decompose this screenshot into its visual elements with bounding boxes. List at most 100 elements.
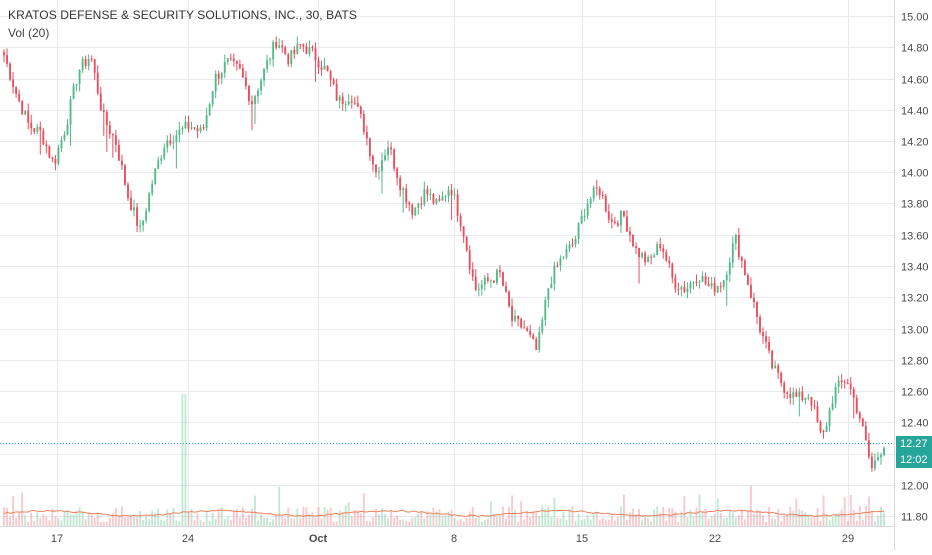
candle-body xyxy=(653,255,656,258)
candle-body xyxy=(626,216,628,232)
candle-body xyxy=(692,281,695,284)
volume-bar xyxy=(199,520,202,526)
volume-bar xyxy=(880,506,882,526)
candle-body xyxy=(598,188,601,195)
volume-bar xyxy=(662,507,665,526)
volume-bar xyxy=(57,517,60,526)
volume-bar xyxy=(798,509,801,526)
volume-bar xyxy=(553,497,556,526)
volume-bar xyxy=(166,509,169,526)
candle-body xyxy=(111,133,114,136)
candle-body xyxy=(828,409,831,426)
candle-body xyxy=(740,257,743,261)
candle-body xyxy=(145,211,148,221)
candle-body xyxy=(278,45,281,48)
candle-body xyxy=(163,147,166,159)
candle-body xyxy=(329,71,332,80)
candle-body xyxy=(411,204,414,216)
volume-bar xyxy=(635,514,637,526)
volume-bar xyxy=(577,513,580,526)
candle-body xyxy=(114,135,117,145)
volume-bar xyxy=(837,512,840,526)
candle-body xyxy=(877,457,879,461)
candle-body xyxy=(353,102,356,104)
volume-bar xyxy=(586,515,589,526)
volume-bar xyxy=(275,514,278,526)
candle-body xyxy=(248,86,250,102)
volume-bar xyxy=(229,519,232,526)
volume-bar xyxy=(468,511,471,526)
candle-body xyxy=(861,418,864,426)
candles xyxy=(3,36,885,472)
candle-body xyxy=(632,234,634,247)
candle-body xyxy=(583,215,586,217)
volume-bar xyxy=(571,506,574,526)
volume-bar xyxy=(508,507,510,526)
volume-bar xyxy=(574,520,577,526)
candle-body xyxy=(405,188,408,203)
volume-bar xyxy=(813,517,816,526)
candle-body xyxy=(178,129,181,136)
volume-bar xyxy=(178,521,181,526)
candle-body xyxy=(447,189,450,197)
candle-body xyxy=(217,73,220,79)
candle-body xyxy=(756,302,758,318)
candle-body xyxy=(108,125,111,134)
volume-bar xyxy=(492,513,495,526)
candle-body xyxy=(51,157,54,160)
candle-body xyxy=(332,79,335,85)
candle-body xyxy=(387,147,389,156)
candle-body xyxy=(232,58,235,62)
volume-bar xyxy=(450,509,453,526)
volume-bar xyxy=(272,519,275,526)
volume-bar xyxy=(740,509,743,526)
volume-bar xyxy=(305,507,308,526)
volume-bar xyxy=(105,521,108,526)
volume-bars xyxy=(3,394,885,526)
candle-body xyxy=(505,285,507,292)
volume-bar xyxy=(759,510,761,526)
volume-bar xyxy=(111,512,114,526)
candle-body xyxy=(257,90,259,97)
volume-bar xyxy=(831,516,834,526)
candle-body xyxy=(18,93,21,101)
volume-bar xyxy=(595,512,598,526)
candle-body xyxy=(414,207,417,216)
volume-indicator-label: Vol (20) xyxy=(8,26,50,40)
volume-bar xyxy=(864,506,867,526)
candle-body xyxy=(607,211,610,220)
volume-bar xyxy=(24,515,27,526)
volume-bar xyxy=(130,516,132,526)
volume-bar xyxy=(108,517,111,526)
volume-bar xyxy=(293,519,296,526)
candle-body xyxy=(130,197,132,211)
candle-body xyxy=(831,403,834,410)
volume-bar xyxy=(36,512,39,526)
candle-body xyxy=(6,55,8,64)
volume-bar xyxy=(169,512,172,526)
volume-bar xyxy=(622,494,625,526)
volume-bar xyxy=(753,513,755,526)
volume-bar xyxy=(795,498,798,526)
candle-body xyxy=(202,127,205,129)
candle-body xyxy=(284,47,287,55)
volume-bar xyxy=(734,517,737,526)
candle-body xyxy=(553,265,556,284)
volume-bar xyxy=(33,520,36,526)
candle-body xyxy=(849,383,852,390)
candle-body xyxy=(438,198,441,201)
volume-bar xyxy=(689,509,692,526)
volume-bar xyxy=(381,508,383,526)
candle-body xyxy=(843,382,846,384)
y-tick-label: 13.60 xyxy=(901,231,929,243)
volume-bar xyxy=(160,519,163,526)
candle-body xyxy=(514,315,517,321)
candle-body xyxy=(734,234,737,244)
volume-bar xyxy=(384,513,386,526)
volume-bar xyxy=(804,512,807,526)
volume-bar xyxy=(523,519,526,526)
volume-bar xyxy=(704,508,707,526)
candle-body xyxy=(429,193,432,195)
